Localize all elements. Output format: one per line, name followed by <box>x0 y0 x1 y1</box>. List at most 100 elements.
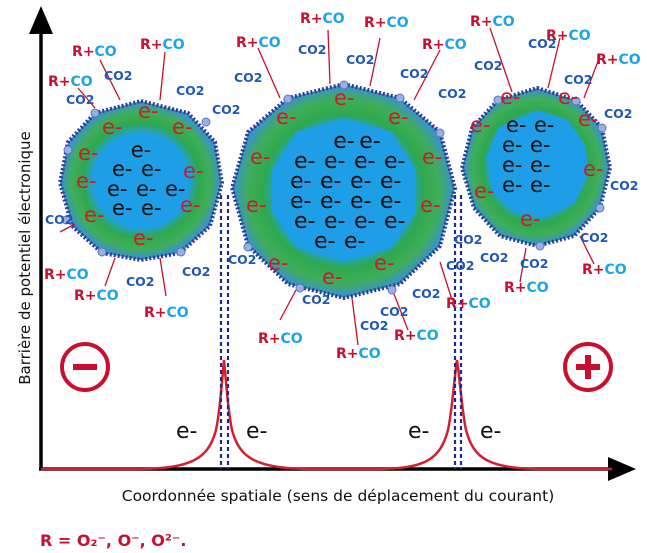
co2-label: CO2 <box>182 264 211 279</box>
electron-surface: e- <box>558 85 579 109</box>
arrow <box>393 293 409 331</box>
grain-left <box>57 98 225 263</box>
adsorption-dot <box>243 242 253 252</box>
adsorption-dot <box>535 241 545 251</box>
arrow <box>489 27 513 93</box>
electron-inner: e- <box>350 189 371 214</box>
electron-right-of-barrier-1: e- <box>246 419 267 444</box>
electron-inner: e- <box>320 189 341 214</box>
legend-r-definition: R = O₂⁻, O⁻, O²⁻. <box>40 531 186 550</box>
electron-surface: e- <box>172 115 193 139</box>
reactant-label: R+CO <box>144 305 189 321</box>
arrow <box>104 257 116 287</box>
electron-surface: e- <box>84 203 105 227</box>
adsorption-dot <box>97 247 107 257</box>
arrow <box>99 59 121 101</box>
electron-surface: e- <box>374 251 395 275</box>
adsorption-dot <box>176 247 186 257</box>
electron-surface: e- <box>76 169 97 193</box>
electron-surface: e- <box>474 179 495 203</box>
electron-inner: e- <box>384 149 405 174</box>
co2-label: CO2 <box>234 70 263 85</box>
adsorption-dot <box>387 285 397 295</box>
adsorption-dot <box>493 95 503 105</box>
co2-label: CO2 <box>474 58 503 73</box>
electron-inner: e- <box>112 157 133 181</box>
electron-inner: e- <box>112 196 133 220</box>
positive-electrode <box>563 342 613 392</box>
electron-inner: e- <box>294 209 315 234</box>
reactant-label: R+CO <box>596 52 641 68</box>
electron-inner: e- <box>506 113 527 137</box>
adsorption-dots <box>61 80 607 295</box>
adsorption-dot <box>61 215 71 225</box>
electron-inner: e- <box>350 169 371 194</box>
co2-label: CO2 <box>412 286 441 301</box>
grain-core <box>272 118 416 262</box>
electron-surface: e- <box>78 141 99 165</box>
co2-label: CO2 <box>212 102 241 117</box>
co2-label: CO2 <box>228 252 257 267</box>
plus-icon-v <box>585 355 591 379</box>
reactant-label: R+CO <box>422 37 467 53</box>
reactant-label: R+CO <box>546 28 591 44</box>
electron-surface: e- <box>388 105 409 129</box>
co2-label: CO2 <box>45 212 74 227</box>
electron-inner: e- <box>165 177 186 201</box>
x-axis-arrow <box>608 457 636 481</box>
co2-label: CO2 <box>580 230 609 245</box>
adsorption-dot <box>597 123 607 133</box>
electron-inner: e- <box>530 153 551 177</box>
co2-label: CO2 <box>104 68 133 83</box>
arrow <box>159 51 166 101</box>
co2-label: CO2 <box>360 318 389 333</box>
reaction-arrows <box>59 27 601 346</box>
co2-label: CO2 <box>298 42 327 57</box>
electron-inner: e- <box>141 196 162 220</box>
electrons-left: e- e- e- e- e- e- e- e- e- e- e- e- e- e… <box>76 99 204 250</box>
electron-inner: e- <box>530 173 551 197</box>
electron-surface: e- <box>500 85 521 109</box>
electron-surface: e- <box>322 265 343 289</box>
reactant-label: R+CO <box>470 14 515 30</box>
electron-inner: e- <box>502 153 523 177</box>
y-axis-arrow <box>29 6 53 34</box>
potential-barrier-curve <box>41 359 612 471</box>
electron-inner: e- <box>354 149 375 174</box>
arrow <box>547 37 561 89</box>
electron-surface: e- <box>102 115 123 139</box>
co2-label: CO2 <box>480 250 509 265</box>
electron-left-of-barrier-2: e- <box>408 419 429 444</box>
adsorption-dot <box>571 96 581 106</box>
electron-surface: e- <box>133 226 154 250</box>
y-axis-label: Barrière de potentiel électronique <box>16 131 34 385</box>
arrow <box>59 223 76 233</box>
electron-surface: e- <box>420 193 441 217</box>
electron-inner: e- <box>290 169 311 194</box>
electron-inner: e- <box>314 229 335 254</box>
electron-inner: e- <box>359 129 380 154</box>
product-labels: CO2 CO2 CO2 CO2 CO2 CO2 CO2 CO2 CO2 CO2 … <box>45 36 639 333</box>
electron-surface: e- <box>276 105 297 129</box>
co2-label: CO2 <box>454 232 483 247</box>
electron-inner: e- <box>354 209 375 234</box>
arrow <box>279 289 297 321</box>
reactant-label: R+CO <box>582 262 627 278</box>
adsorption-dot <box>339 80 349 90</box>
reactant-label: R+CO <box>394 328 439 344</box>
electron-inner: e- <box>380 189 401 214</box>
electron-inner: e- <box>502 173 523 197</box>
electron-inner: e- <box>530 133 551 157</box>
co2-label: CO2 <box>564 72 593 87</box>
co2-label: CO2 <box>610 178 639 193</box>
electron-inner: e- <box>131 138 152 162</box>
grain-core <box>92 135 192 227</box>
electron-inner: e- <box>324 149 345 174</box>
x-axis-label: Coordonnée spatiale (sens de déplacement… <box>122 487 555 505</box>
adsorption-dot <box>595 203 605 213</box>
electron-inner: e- <box>384 209 405 234</box>
arrow <box>439 261 453 301</box>
reactant-label: R+CO <box>504 280 549 296</box>
electron-inner: e- <box>320 169 341 194</box>
arrow <box>257 47 281 99</box>
